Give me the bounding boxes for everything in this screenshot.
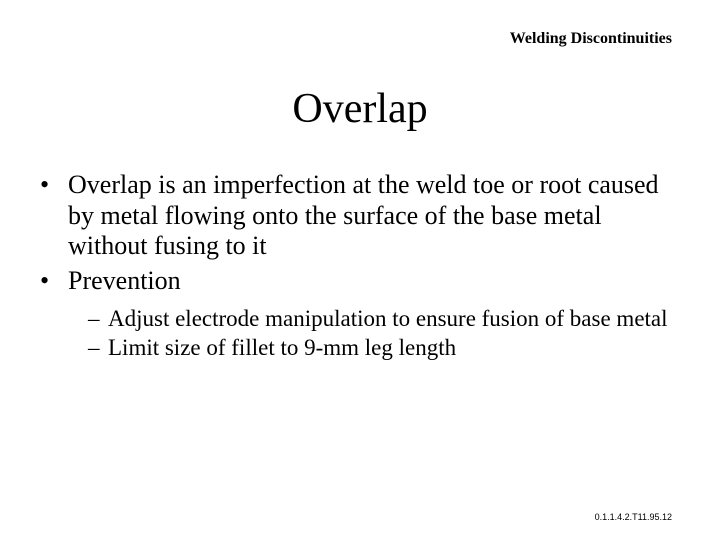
sub-bullet-list: – Adjust electrode manipulation to ensur… [88, 305, 680, 361]
bullet-marker: • [40, 266, 68, 297]
sub-bullet-item: – Adjust electrode manipulation to ensur… [88, 305, 680, 332]
bullet-marker: • [40, 170, 68, 262]
footer-code: 0.1.1.4.2.T11.95.12 [595, 512, 672, 522]
sub-bullet-item: – Limit size of fillet to 9-mm leg lengt… [88, 334, 680, 361]
content-area: • Overlap is an imperfection at the weld… [40, 170, 680, 363]
dash-marker: – [88, 334, 108, 361]
section-header: Welding Discontinuities [510, 30, 672, 48]
dash-marker: – [88, 305, 108, 332]
sub-bullet-text: Adjust electrode manipulation to ensure … [108, 305, 680, 332]
bullet-item: • Prevention [40, 266, 680, 297]
bullet-text: Overlap is an imperfection at the weld t… [68, 170, 680, 262]
slide-title: Overlap [0, 85, 720, 133]
bullet-text: Prevention [68, 266, 680, 297]
sub-bullet-text: Limit size of fillet to 9-mm leg length [108, 334, 680, 361]
bullet-item: • Overlap is an imperfection at the weld… [40, 170, 680, 262]
